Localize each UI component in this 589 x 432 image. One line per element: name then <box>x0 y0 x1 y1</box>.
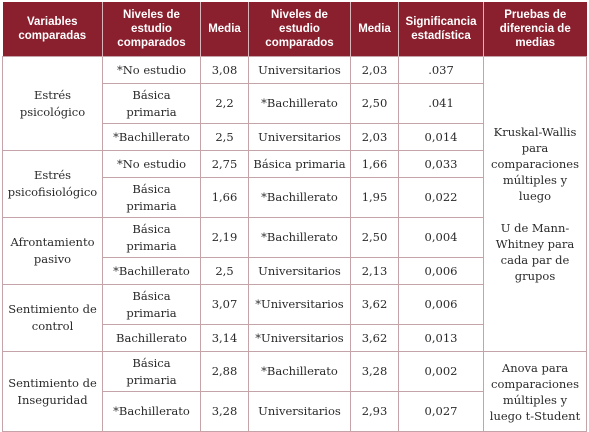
media-a-cell: 3,28 <box>200 391 249 432</box>
significancia-cell: .037 <box>398 56 484 84</box>
table-row: Básica primaria 1,66 *Bachillerato 1,95 … <box>3 177 587 218</box>
nivel-a-cell: *No estudio <box>102 56 201 84</box>
nivel-a-cell: *Bachillerato <box>102 123 201 151</box>
nivel-a-cell: Básica primaria <box>102 351 201 392</box>
nivel-b-cell: Universitarios <box>248 391 351 432</box>
variable-cell: Sentimiento de Inseguridad <box>2 351 103 432</box>
header-media-b: Media <box>350 2 399 57</box>
test-cell-anova: Anova para comparaciones múltiples y lue… <box>483 351 587 432</box>
media-b-cell: 2,13 <box>350 257 399 285</box>
header-row: Variables comparadas Niveles de estudio … <box>2 2 587 57</box>
variable-cell: Estrés psicofisiológico <box>2 150 103 218</box>
table-row: *Bachillerato 2,5 Universitarios 2,13 0,… <box>3 257 587 285</box>
nivel-b-cell: *Bachillerato <box>248 83 351 124</box>
nivel-b-cell: *Bachillerato <box>248 351 351 392</box>
table-row: Estrés psicológico *No estudio 3,08 Univ… <box>2 56 587 352</box>
media-a-cell: 1,66 <box>200 177 249 218</box>
significancia-cell: 0,006 <box>398 284 484 325</box>
header-media-a: Media <box>200 2 249 57</box>
nivel-a-cell: Básica primaria <box>102 83 201 124</box>
media-b-cell: 3,62 <box>350 324 399 352</box>
significancia-cell: 0,027 <box>398 391 484 432</box>
significancia-cell: 0,033 <box>398 150 484 178</box>
header-niveles-b: Niveles de estudio comparados <box>248 2 351 57</box>
media-b-cell: 2,03 <box>350 56 399 84</box>
variable-cell: Sentimiento de control <box>2 284 103 352</box>
nivel-a-cell: Básica primaria <box>102 177 201 218</box>
header-pruebas: Pruebas de diferencia de medias <box>483 2 587 57</box>
significancia-cell: 0,004 <box>398 217 484 258</box>
nivel-b-cell: *Bachillerato <box>248 217 351 258</box>
header-variables: Variables comparadas <box>2 2 103 57</box>
nivel-a-cell: *No estudio <box>102 150 201 178</box>
nivel-b-cell: *Universitarios <box>248 284 351 325</box>
test-cell-kruskal: Kruskal-Wallis para comparaciones múltip… <box>483 56 587 352</box>
table-row: *Bachillerato 2,5 Universitarios 2,03 0,… <box>3 123 587 151</box>
significancia-cell: 0,006 <box>398 257 484 285</box>
table-row: Sentimiento de Inseguridad Básica primar… <box>2 351 587 432</box>
table-row: Bachillerato 3,14 *Universitarios 3,62 0… <box>3 324 587 352</box>
media-b-cell: 2,50 <box>350 83 399 124</box>
media-a-cell: 2,19 <box>200 217 249 258</box>
significancia-cell: 0,013 <box>398 324 484 352</box>
test-mann-text: U de Mann-Whitney para cada par de grupo… <box>495 221 575 283</box>
nivel-a-cell: *Bachillerato <box>102 391 201 432</box>
media-a-cell: 2,75 <box>200 150 249 178</box>
media-b-cell: 2,93 <box>350 391 399 432</box>
nivel-a-cell: *Bachillerato <box>102 257 201 285</box>
media-b-cell: 3,28 <box>350 351 399 392</box>
nivel-b-cell: Básica primaria <box>248 150 351 178</box>
nivel-b-cell: *Universitarios <box>248 324 351 352</box>
media-a-cell: 3,08 <box>200 56 249 84</box>
significancia-cell: .041 <box>398 83 484 124</box>
table-row: Sentimiento de control Básica primaria 3… <box>2 284 587 352</box>
media-b-cell: 1,66 <box>350 150 399 178</box>
media-a-cell: 2,88 <box>200 351 249 392</box>
table-row: Básica primaria 2,2 *Bachillerato 2,50 .… <box>3 83 587 124</box>
nivel-b-cell: *Bachillerato <box>248 177 351 218</box>
header-significancia: Significancia estadística <box>398 2 484 57</box>
significancia-cell: 0,014 <box>398 123 484 151</box>
media-a-cell: 2,2 <box>200 83 249 124</box>
media-a-cell: 3,07 <box>200 284 249 325</box>
media-a-cell: 2,5 <box>200 123 249 151</box>
table-row: Afrontamiento pasivo Básica primaria 2,1… <box>2 217 587 285</box>
media-b-cell: 1,95 <box>350 177 399 218</box>
media-b-cell: 2,03 <box>350 123 399 151</box>
nivel-b-cell: Universitarios <box>248 123 351 151</box>
media-a-cell: 2,5 <box>200 257 249 285</box>
significancia-cell: 0,002 <box>398 351 484 392</box>
significancia-cell: 0,022 <box>398 177 484 218</box>
test-kruskal-text: Kruskal-Wallis para comparaciones múltip… <box>491 125 579 203</box>
header-niveles-a: Niveles de estudio comparados <box>102 2 201 57</box>
variable-cell: Estrés psicológico <box>2 56 103 151</box>
media-b-cell: 3,62 <box>350 284 399 325</box>
nivel-a-cell: Bachillerato <box>102 324 201 352</box>
nivel-b-cell: Universitarios <box>248 257 351 285</box>
media-a-cell: 3,14 <box>200 324 249 352</box>
table-row: Estrés psicofisiológico *No estudio 2,75… <box>2 150 587 218</box>
nivel-a-cell: Básica primaria <box>102 217 201 258</box>
nivel-a-cell: Básica primaria <box>102 284 201 325</box>
nivel-b-cell: Universitarios <box>248 56 351 84</box>
variable-cell: Afrontamiento pasivo <box>2 217 103 285</box>
media-b-cell: 2,50 <box>350 217 399 258</box>
